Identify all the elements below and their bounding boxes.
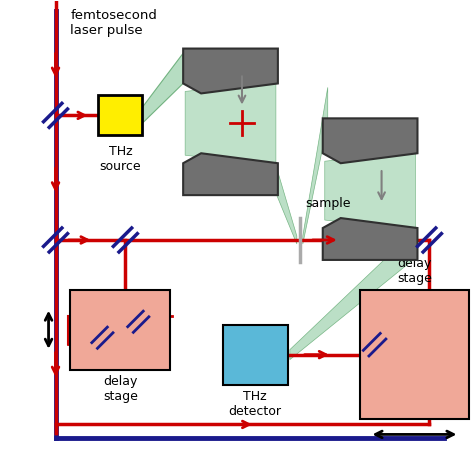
Text: delay
stage: delay stage xyxy=(397,257,432,285)
Polygon shape xyxy=(323,118,418,163)
Polygon shape xyxy=(183,48,278,93)
Text: THz
detector: THz detector xyxy=(228,390,282,418)
Bar xyxy=(99,95,142,135)
Bar xyxy=(360,290,469,419)
Polygon shape xyxy=(303,87,328,244)
Text: sample: sample xyxy=(305,197,350,210)
Polygon shape xyxy=(325,151,416,230)
Bar xyxy=(71,290,170,370)
Text: delay
stage: delay stage xyxy=(103,374,138,402)
Polygon shape xyxy=(323,218,418,260)
Polygon shape xyxy=(185,82,276,165)
Text: THz
source: THz source xyxy=(100,145,141,173)
Text: femtosecond
laser pulse: femtosecond laser pulse xyxy=(71,9,157,36)
Polygon shape xyxy=(142,51,185,123)
Polygon shape xyxy=(185,165,297,244)
Bar xyxy=(223,325,288,384)
Polygon shape xyxy=(290,230,416,360)
Polygon shape xyxy=(183,153,278,195)
